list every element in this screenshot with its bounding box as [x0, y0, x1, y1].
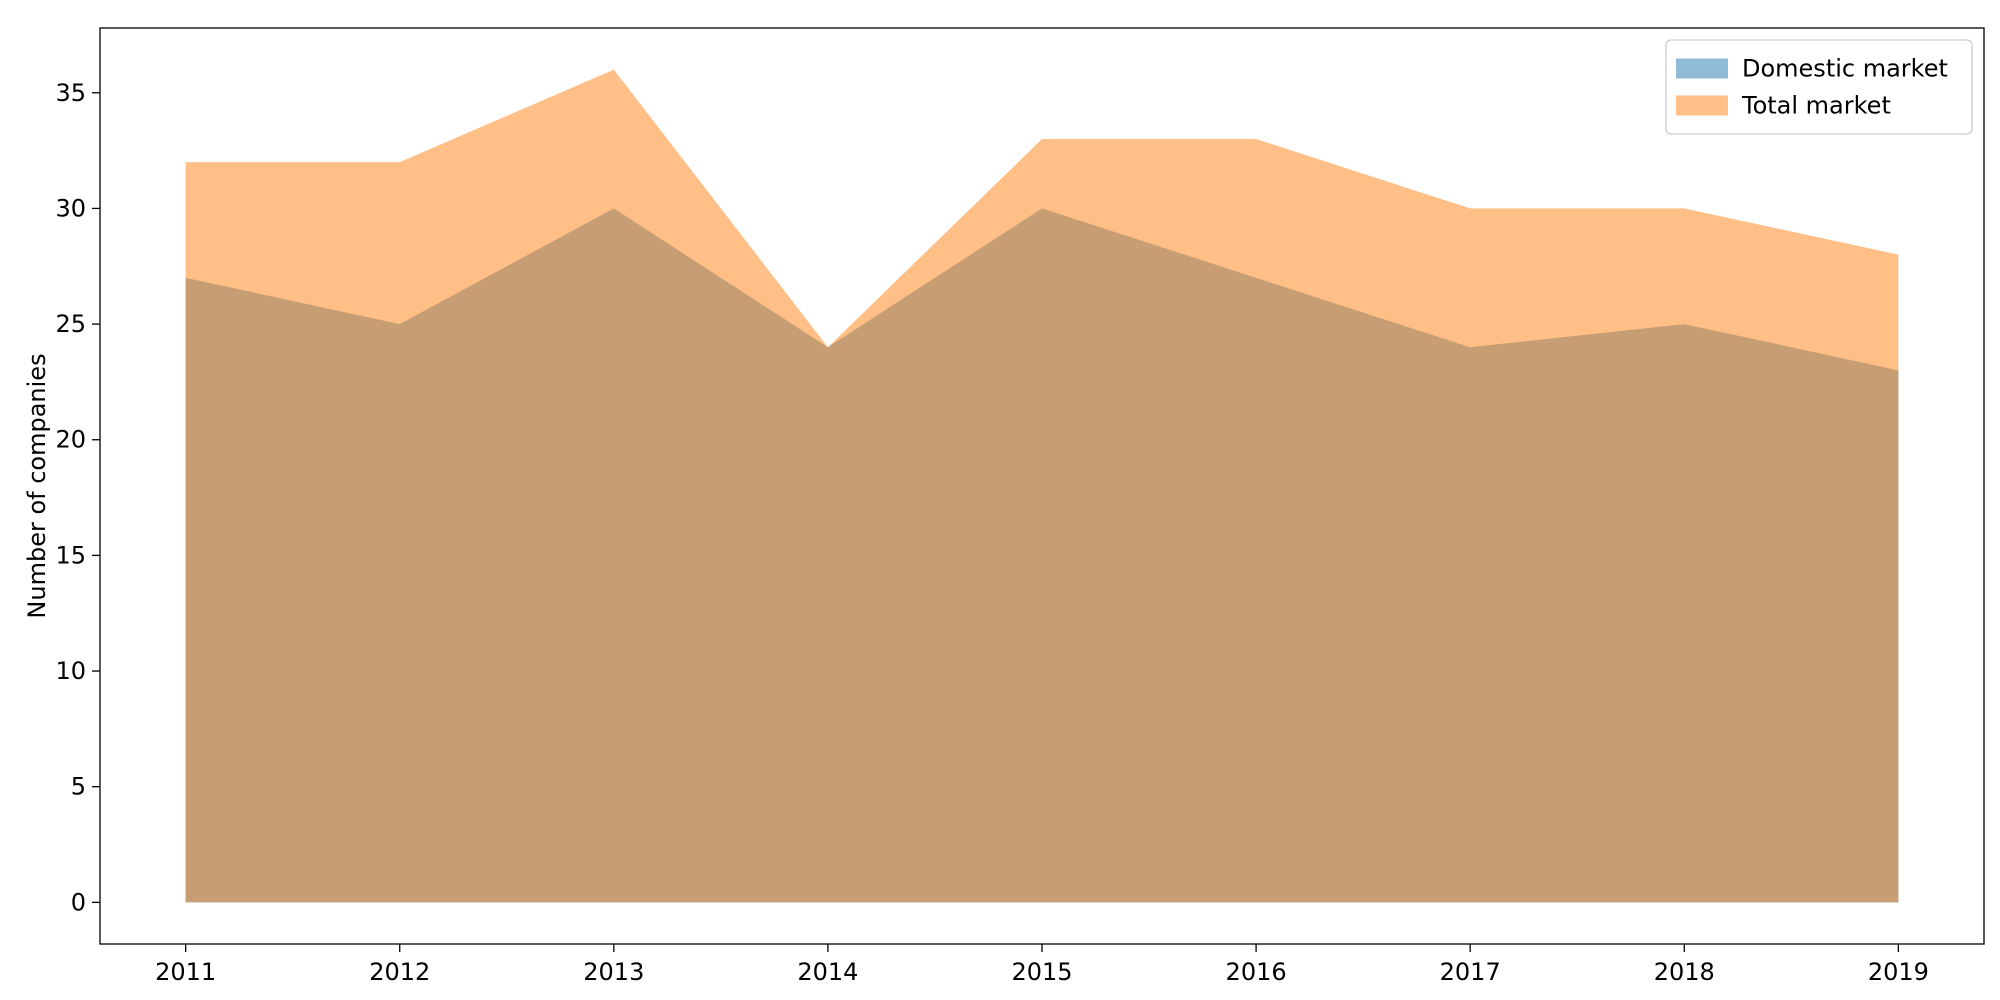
y-tick-label: 20 [55, 426, 86, 454]
x-tick-label: 2014 [797, 958, 858, 986]
y-tick-label: 15 [55, 541, 86, 569]
area-series-2 [185, 69, 1899, 903]
y-axis-label: Number of companies [23, 353, 51, 618]
x-tick-label: 2016 [1226, 958, 1287, 986]
y-tick-label: 10 [55, 657, 86, 685]
x-axis: 2011 2012 2013 2014 2015 2016 2017 2018 2019 [155, 944, 1929, 986]
y-tick-label: 5 [71, 773, 86, 801]
x-tick-label: 2018 [1654, 958, 1715, 986]
x-tick-label: 2013 [583, 958, 644, 986]
x-tick-label: 2017 [1440, 958, 1501, 986]
legend-box [1665, 39, 1973, 135]
x-tick-label: 2011 [155, 958, 216, 986]
x-tick-label: 2019 [1868, 958, 1929, 986]
plot-areas [185, 69, 1899, 903]
y-tick-label: 30 [55, 194, 86, 222]
y-axis: 0 5 10 15 20 25 30 35 [55, 79, 100, 916]
legend-swatch [1676, 58, 1728, 79]
x-tick-label: 2015 [1011, 958, 1072, 986]
legend-label: Total market [1741, 92, 1891, 120]
legend-label: Domestic market [1742, 55, 1948, 83]
y-tick-label: 25 [55, 310, 86, 338]
x-tick-label: 2012 [369, 958, 430, 986]
y-tick-label: 0 [71, 888, 86, 916]
y-tick-label: 35 [55, 79, 86, 107]
legend: Domestic market Total market [1665, 39, 1973, 135]
legend-swatch [1676, 95, 1728, 116]
